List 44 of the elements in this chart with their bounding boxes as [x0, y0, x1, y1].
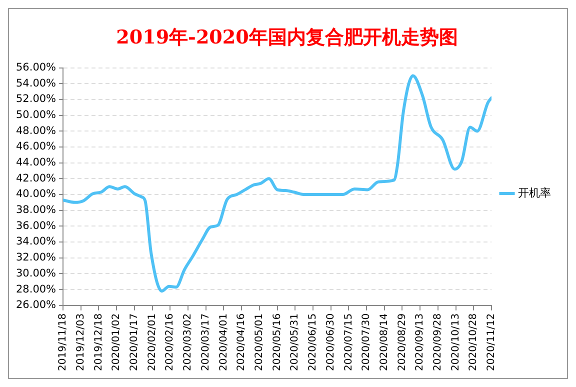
y-tick-label: 48.00%	[16, 124, 56, 137]
x-tick-label: 2019/12/03	[75, 313, 86, 372]
x-tick-label: 2020/08/14	[378, 313, 390, 372]
x-tick-label: 2020/06/30	[325, 313, 336, 372]
x-tick-label: 2019/12/18	[93, 313, 104, 372]
y-tick-label: 32.00%	[16, 252, 56, 264]
x-tick-label: 2020/03/02	[182, 313, 194, 372]
x-tick-label: 2020/09/28	[432, 313, 444, 372]
y-tick-label: 36.00%	[16, 220, 56, 232]
y-tick-label: 54.00%	[16, 77, 56, 90]
y-tick-label: 44.00%	[16, 156, 56, 169]
x-tick-label: 2020/08/29	[396, 313, 408, 372]
y-tick-label: 50.00%	[16, 109, 56, 122]
y-tick-label: 52.00%	[16, 93, 56, 106]
x-tick-label: 2020/07/30	[361, 313, 372, 372]
x-tick-label: 2020/07/15	[343, 313, 354, 372]
x-tick-label: 2020/02/16	[164, 313, 176, 372]
x-tick-label: 2020/01/02	[111, 313, 122, 372]
legend-label: 开机率	[518, 186, 551, 200]
x-tick-label: 2020/04/16	[236, 313, 248, 372]
line-series	[63, 74, 492, 293]
y-tick-label: 42.00%	[16, 172, 56, 184]
x-tick-label: 2020/05/31	[290, 313, 301, 372]
y-tick-label: 30.00%	[16, 267, 56, 280]
x-tick-label: 2020/11/12	[486, 313, 498, 372]
y-tick-label: 56.00%	[16, 62, 56, 74]
x-tick-label: 2020/03/17	[200, 313, 212, 372]
x-tick-label: 2020/10/28	[468, 313, 480, 372]
x-tick-label: 2020/09/13	[414, 313, 426, 372]
chart-title: 2019年-2020年国内复合肥开机走势图	[116, 26, 458, 48]
y-tick-label: 28.00%	[16, 283, 56, 296]
y-tick-label: 26.00%	[16, 299, 56, 312]
x-tick-label: 2020/02/01	[146, 313, 158, 372]
x-tick-label: 2020/05/01	[254, 313, 266, 372]
y-tick-label: 38.00%	[16, 204, 56, 216]
y-tick-label: 40.00%	[16, 188, 56, 200]
x-tick-label: 2020/01/17	[129, 313, 140, 372]
x-tick-label: 2019/11/18	[58, 313, 69, 372]
x-tick-label: 2020/04/01	[218, 313, 230, 372]
y-tick-label: 46.00%	[16, 140, 56, 153]
x-tick-label: 2020/10/13	[450, 313, 462, 372]
y-tick-label: 34.00%	[16, 236, 56, 248]
x-tick-label: 2020/06/15	[308, 313, 319, 372]
x-tick-label: 2020/05/16	[272, 313, 283, 372]
